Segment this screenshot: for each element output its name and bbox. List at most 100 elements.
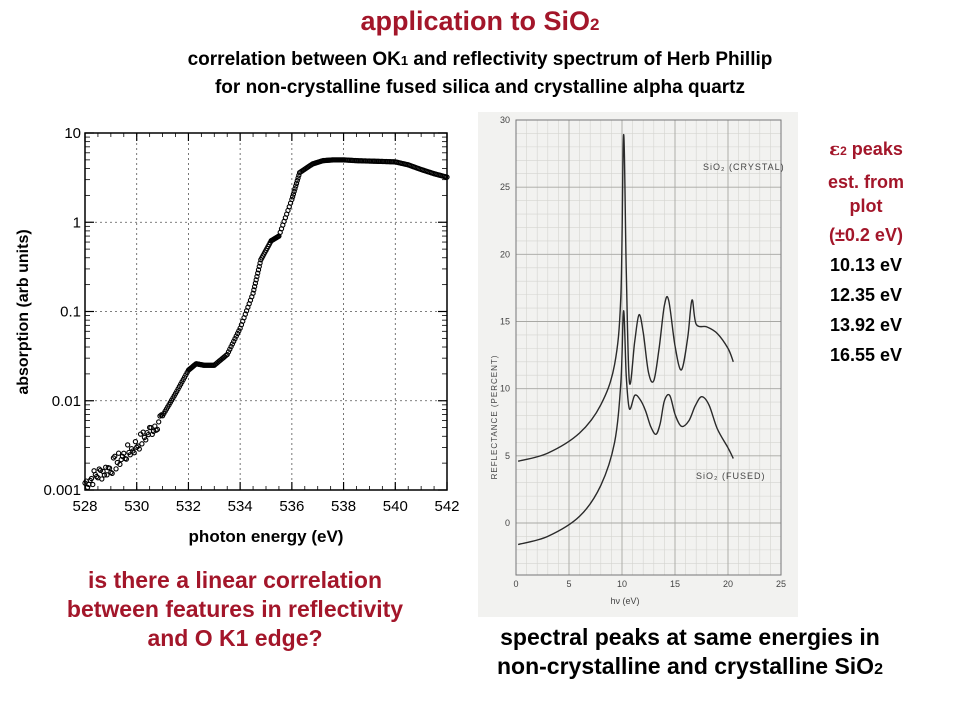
absorption-data-point — [294, 178, 300, 184]
subtitle-subscript: 1 — [400, 53, 409, 68]
reflectance-y-tick-label: 30 — [500, 115, 510, 125]
absorption-data-point — [101, 472, 108, 478]
reflectance-y-tick-label: 10 — [500, 384, 510, 394]
absorption-data-point — [293, 183, 299, 189]
absorption-data-point — [253, 277, 259, 283]
absorption-x-tick-label: 532 — [176, 498, 201, 515]
absorption-data-point — [132, 438, 139, 445]
question-line-3: and O K1 edge? — [147, 625, 323, 651]
absorption-data-point — [143, 437, 149, 443]
peaks-sidebar: ε2 peaks est. from plot (±0.2 eV) 10.13 … — [800, 134, 932, 370]
caption-text: spectral peaks at same energies in non-c… — [456, 623, 924, 684]
absorption-data-point — [251, 283, 258, 290]
absorption-data-point — [227, 346, 233, 352]
absorption-data-point — [225, 349, 232, 355]
absorption-data-point — [252, 280, 259, 286]
absorption-x-tick-label: 534 — [228, 498, 253, 515]
absorption-data-point — [136, 446, 142, 452]
absorption-series — [82, 157, 450, 491]
precision-note: (±0.2 eV) — [829, 225, 903, 245]
absorption-data-point — [121, 450, 127, 456]
slide-title-text: application to SiO — [360, 6, 591, 36]
subtitle-line-1: correlation between OK1 and reflectivity… — [0, 49, 960, 71]
absorption-data-point — [224, 351, 230, 358]
absorption-y-tick-label: 0.1 — [60, 304, 81, 321]
absorption-data-point — [156, 419, 162, 425]
peaks-heading-text: peaks — [846, 139, 903, 159]
subtitle-line-2: for non-crystalline fused silica and cry… — [214, 77, 746, 98]
reflectance-x-tick-label: 5 — [566, 579, 571, 589]
absorption-x-tick-label: 528 — [72, 498, 97, 515]
absorption-data-point — [255, 270, 261, 276]
absorption-y-label: absorption (arb units) — [15, 229, 32, 394]
absorption-data-point — [255, 267, 262, 273]
absorption-data-point — [109, 470, 115, 476]
absorption-x-tick-label: 536 — [279, 498, 304, 515]
reflectance-x-tick-label: 15 — [670, 579, 680, 589]
absorption-data-point — [115, 450, 122, 456]
absorption-data-point — [96, 466, 102, 472]
reflectance-plot-frame — [515, 119, 782, 576]
absorption-data-point — [251, 287, 257, 293]
absorption-x-label: photon energy (eV) — [189, 527, 344, 546]
absorption-data-point — [295, 175, 301, 181]
caption-subscript: 2 — [874, 661, 883, 678]
reflectance-y-tick-label: 5 — [505, 451, 510, 461]
absorption-y-tick-label: 0.01 — [52, 393, 81, 410]
absorption-data-point — [234, 330, 241, 337]
absorption-data-point — [233, 333, 239, 339]
slide-title: application to SiO2 — [0, 6, 960, 37]
absorption-data-point — [254, 273, 260, 280]
absorption-data-point — [90, 481, 96, 488]
absorption-data-point — [293, 180, 300, 186]
absorption-data-point — [290, 191, 297, 197]
absorption-x-tick-label: 538 — [331, 498, 356, 515]
absorption-x-tick-label: 530 — [124, 498, 149, 515]
est-line-2: plot — [849, 196, 883, 216]
absorption-data-point — [127, 452, 133, 458]
caption-line-2: non-crystalline and crystalline SiO2 — [456, 652, 924, 684]
reflectance-y-tick-label: 20 — [500, 249, 510, 259]
epsilon-symbol: ε — [829, 139, 841, 160]
absorption-data-point — [88, 475, 95, 482]
absorption-grid — [85, 133, 447, 490]
absorption-data-point — [231, 338, 237, 344]
subtitle-line-1b: and reflectivity spectrum of Herb Philli… — [408, 49, 773, 70]
absorption-data-point — [131, 450, 137, 456]
reflectance-x-tick-label: 20 — [723, 579, 733, 589]
absorption-data-point — [125, 442, 131, 448]
peak-value-4: 16.55 eV — [829, 345, 903, 365]
reflectance-series — [517, 134, 734, 546]
reflectance-ticks: 0 5 10 15 20 25 0 5 10 15 20 25 30 — [500, 115, 786, 589]
reflectance-y-tick-label: 25 — [500, 182, 510, 192]
absorption-data-point — [291, 188, 297, 195]
absorption-data-point — [257, 260, 263, 266]
annotation-crystal: SiO₂ (CRYSTAL) — [703, 162, 785, 172]
absorption-data-point — [104, 472, 110, 478]
reflectance-background — [478, 112, 798, 617]
crystal-reflectance-curve — [517, 134, 734, 462]
absorption-x-tick-label: 542 — [434, 498, 459, 515]
absorption-data-point — [229, 341, 236, 347]
absorption-data-point — [250, 290, 256, 296]
absorption-data-point — [113, 466, 119, 472]
annotation-fused: SiO₂ (FUSED) — [696, 471, 766, 481]
est-line-1: est. from — [827, 172, 905, 192]
caption-line-1: spectral peaks at same energies in — [500, 624, 880, 650]
absorption-data-point — [289, 196, 295, 203]
absorption-data-point — [150, 428, 157, 434]
absorption-data-point — [135, 443, 141, 449]
absorption-data-point — [97, 467, 104, 473]
absorption-data-point — [84, 484, 91, 491]
caption-line-2-text: non-crystalline and crystalline SiO — [497, 653, 875, 679]
absorption-data-point — [99, 476, 105, 482]
peak-value-2: 12.35 eV — [829, 285, 903, 305]
reflectance-y-tick-label: 0 — [505, 518, 510, 528]
absorption-data-point — [154, 426, 161, 433]
absorption-data-point — [139, 441, 145, 447]
absorption-ticks: 528 530 532 534 536 538 540 542 0.001 0.01 0.1 1 10 — [43, 125, 459, 515]
absorption-data-point — [112, 453, 118, 459]
reflectance-y-label: REFLECTANCE (PERCENT) — [490, 355, 499, 480]
absorption-data-point — [117, 461, 123, 468]
subtitle-line-1a: correlation between OK — [187, 49, 401, 70]
